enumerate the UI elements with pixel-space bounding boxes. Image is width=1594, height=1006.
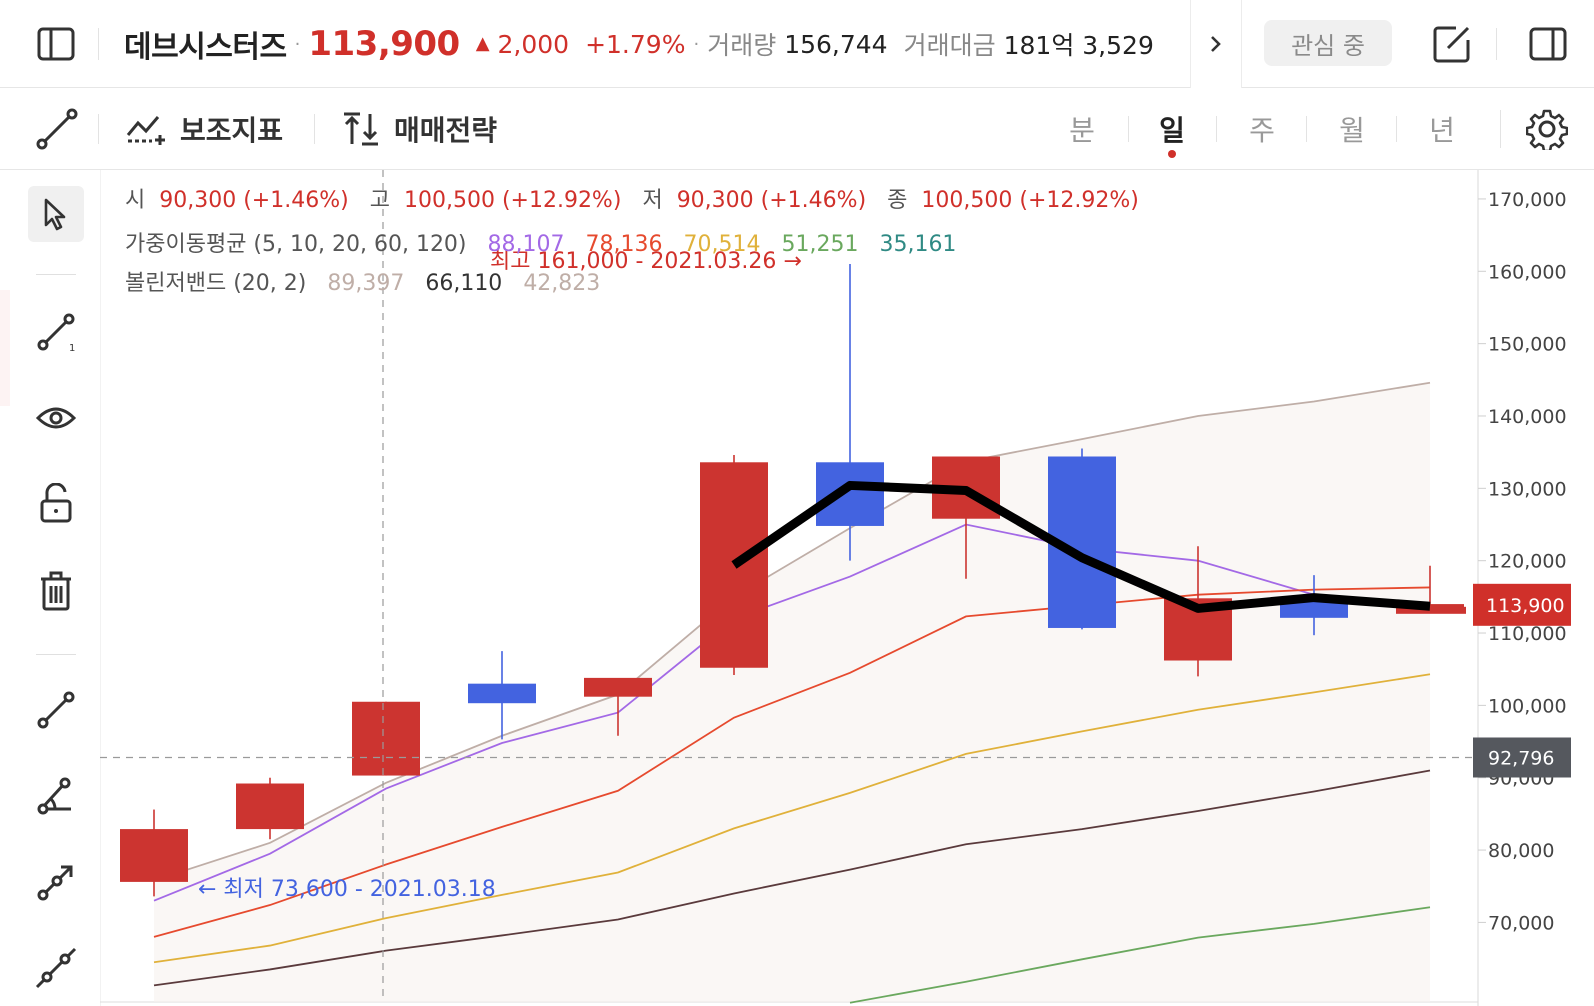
wma-legend[interactable]: 가중이동평균 (5, 10, 20, 60, 120) 88,107 78,13…: [125, 232, 957, 257]
angle-tool-icon[interactable]: [28, 768, 84, 824]
close-value: 100,500 (+12.92%): [921, 188, 1139, 213]
ray-tool-icon[interactable]: [28, 854, 84, 910]
trash-icon[interactable]: [28, 564, 84, 620]
line-tool-icon[interactable]: [28, 682, 84, 738]
low-price-annotation: ← 최저 73,600 - 2021.03.18: [198, 877, 496, 902]
trading-strategy-button[interactable]: 매매전략: [340, 88, 497, 170]
chart-toolbar: 보조지표 매매전략 분 일 주 월 년: [0, 88, 1594, 170]
period-year-tab[interactable]: 년: [1429, 114, 1455, 147]
y-tick-label: 150,000: [1488, 334, 1567, 356]
wma5-value: 88,107: [487, 232, 565, 257]
candle-body: [352, 701, 420, 776]
bb-upper-value: 89,397: [327, 271, 405, 296]
series-line-3: [849, 906, 1431, 1004]
stock-header: 데브시스터즈 · 113,900 ▲ 2,000 +1.79% · 거래량 15…: [0, 0, 1594, 88]
series-line-4: [153, 381, 1431, 882]
candle[interactable]: [700, 455, 768, 675]
volume-label: 거래량: [707, 31, 777, 60]
low-value: 90,300 (+1.46%): [676, 188, 867, 213]
candle[interactable]: [120, 809, 188, 897]
panel-toggle-left-icon[interactable]: [36, 0, 76, 88]
candle-body: [816, 462, 884, 526]
panel-toggle-right-icon[interactable]: [1528, 0, 1568, 88]
y-tick-label: 80,000: [1488, 840, 1554, 862]
candle[interactable]: [584, 677, 652, 736]
amount-value: 181억 3,529: [1003, 31, 1154, 60]
crosshair-price-tag-label: 92,796: [1488, 747, 1554, 769]
candle-body: [120, 829, 188, 882]
wma60-value: 51,251: [781, 232, 859, 257]
amount-label: 거래대금: [903, 31, 996, 60]
y-tick-label: 120,000: [1488, 551, 1567, 573]
candle[interactable]: [468, 651, 536, 740]
eye-visibility-icon[interactable]: [28, 390, 84, 446]
wma20-value: 70,514: [683, 232, 761, 257]
svg-text:1: 1: [69, 343, 75, 353]
period-minute-tab[interactable]: 분: [1069, 114, 1095, 147]
series-line-5: [153, 769, 1431, 987]
period-day-tab[interactable]: 일: [1142, 88, 1202, 170]
drawn-overlay-line[interactable]: [731, 480, 1431, 613]
wma120-value: 35,161: [879, 232, 957, 257]
high-price-annotation: 최고 161,000 - 2021.03.26 →: [490, 249, 802, 274]
wma10-value: 78,136: [585, 232, 663, 257]
stock-name[interactable]: 데브시스터즈: [124, 30, 287, 65]
settings-gear-icon[interactable]: [1525, 108, 1569, 154]
up-down-arrows-icon: [344, 112, 378, 146]
series-line-2: [153, 673, 1431, 964]
cursor-arrow-icon[interactable]: [28, 186, 84, 242]
y-tick-label: 140,000: [1488, 406, 1567, 428]
watchlist-button[interactable]: 관심 중: [1264, 20, 1392, 66]
header-expand-button[interactable]: [1190, 0, 1242, 88]
period-month-tab[interactable]: 월: [1339, 114, 1365, 147]
volume-value: 156,744: [784, 29, 888, 59]
high-value: 100,500 (+12.92%): [403, 188, 622, 213]
y-tick-label: 100,000: [1488, 695, 1567, 717]
y-tick-label: 130,000: [1488, 478, 1567, 500]
price-change-percent: +1.79%: [585, 29, 686, 59]
series-line-0: [153, 523, 1431, 902]
bollinger-band-fill: [154, 382, 1430, 1002]
extended-line-tool-icon[interactable]: [28, 940, 84, 996]
series-line-1: [153, 586, 1431, 938]
y-tick-label: 70,000: [1488, 912, 1554, 934]
y-tick-label: 110,000: [1488, 623, 1567, 645]
candle[interactable]: [816, 264, 884, 561]
open-value: 90,300 (+1.46%): [159, 188, 349, 213]
price-change: ▲ 2,000: [475, 29, 570, 59]
trendline-draw-icon[interactable]: 1: [28, 304, 84, 360]
ohlc-legend: 시 90,300 (+1.46%) 고 100,500 (+12.92%) 저 90,…: [125, 188, 1139, 213]
y-tick-label: 170,000: [1488, 189, 1567, 211]
indicators-button[interactable]: 보조지표: [126, 88, 283, 170]
candle[interactable]: [352, 701, 420, 776]
price-chart[interactable]: 70,00080,00090,000100,000110,000120,0001…: [100, 170, 1594, 1006]
candle-body: [1396, 606, 1466, 614]
active-dot: [1168, 150, 1176, 158]
chevron-right-icon: [1211, 36, 1221, 52]
current-price-tag-label: 113,900: [1486, 595, 1565, 617]
indicator-chart-icon: [126, 116, 165, 145]
current-price: 113,900: [308, 24, 460, 64]
trendline-tool-icon[interactable]: [36, 108, 78, 154]
drawing-tools-panel: 1: [0, 170, 100, 1006]
bb-lower-value: 42,823: [523, 271, 601, 296]
bollinger-legend[interactable]: 볼린저밴드 (20, 2) 89,397 66,110 42,823: [125, 271, 601, 296]
crosshair-price-tag: [1473, 737, 1571, 778]
current-price-tag: [1473, 583, 1571, 626]
candle-body: [584, 677, 652, 697]
period-week-tab[interactable]: 주: [1249, 114, 1275, 147]
candle-body: [700, 462, 768, 668]
candle-body: [468, 683, 536, 704]
candle[interactable]: [236, 777, 304, 840]
up-arrow-icon: ▲: [475, 32, 490, 54]
y-tick-label: 160,000: [1488, 261, 1567, 283]
bb-mid-value: 66,110: [425, 271, 503, 296]
edit-icon[interactable]: [1430, 0, 1474, 88]
unlock-icon[interactable]: [28, 476, 84, 532]
candle-body: [236, 783, 304, 830]
